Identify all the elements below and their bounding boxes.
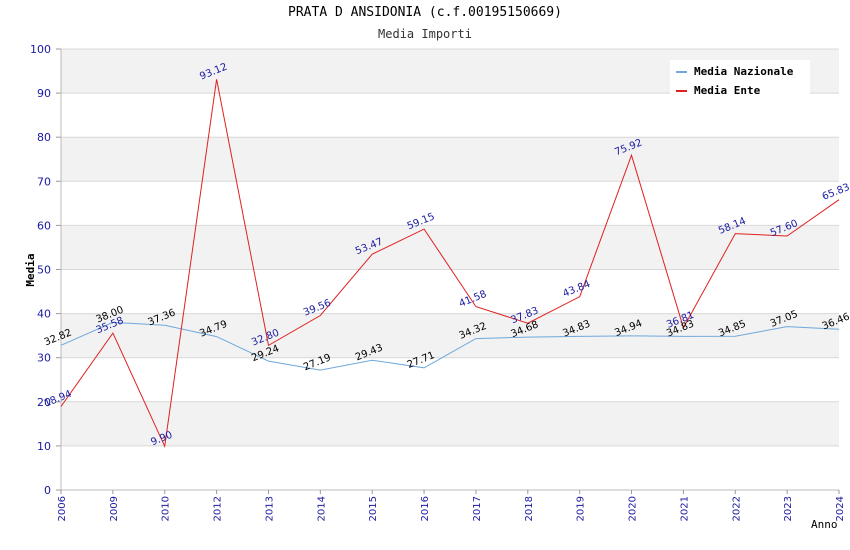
grid-lines xyxy=(56,48,839,491)
x-tick-label: 2017 xyxy=(472,496,483,521)
x-tick-label: 2016 xyxy=(420,496,431,521)
grid-band xyxy=(61,137,839,182)
x-axis-ticks: 2006 2009 2010 2012 2013 2014 2015 2016 2017 2018… xyxy=(57,490,846,521)
x-tick-label: 2022 xyxy=(731,496,742,521)
data-label-ente: 41.58 xyxy=(458,289,489,310)
x-tick-label: 2013 xyxy=(264,496,275,521)
legend-label-ente: Media Ente xyxy=(694,84,761,97)
y-tick-label: 20 xyxy=(37,396,51,409)
grid-bands xyxy=(61,49,839,446)
x-tick-label: 2021 xyxy=(679,496,690,521)
y-tick-label: 10 xyxy=(37,440,51,453)
y-tick-label: 60 xyxy=(37,219,51,232)
chart-subtitle: Media Importi xyxy=(378,27,472,41)
series-line-ente xyxy=(60,79,840,449)
y-tick-label: 80 xyxy=(37,131,51,144)
x-tick-label: 2024 xyxy=(835,496,846,521)
series-lines xyxy=(60,79,840,449)
x-tick-label: 2012 xyxy=(213,496,224,521)
y-tick-label: 100 xyxy=(30,43,51,56)
data-label-ente: 65.83 xyxy=(821,182,850,203)
grid-band xyxy=(61,313,839,358)
legend: Media Nazionale Media Ente xyxy=(670,60,810,98)
y-tick-label: 0 xyxy=(44,484,51,497)
series-line-nazionale xyxy=(60,321,840,371)
x-tick-label: 2015 xyxy=(368,496,379,521)
x-tick-label: 2020 xyxy=(628,496,639,521)
x-axis-title: Anno xyxy=(811,518,838,531)
x-tick-label: 2009 xyxy=(109,496,120,521)
y-tick-label: 30 xyxy=(37,352,51,365)
x-tick-label: 2014 xyxy=(316,496,327,521)
legend-label-nazionale: Media Nazionale xyxy=(694,65,794,78)
y-tick-label: 50 xyxy=(37,264,51,277)
data-label-ente: 43.84 xyxy=(561,279,592,300)
legend-box xyxy=(670,60,810,98)
y-axis-ticks: 0 10 20 30 40 50 60 70 80 90 100 xyxy=(30,43,51,497)
x-tick-label: 2010 xyxy=(161,496,172,521)
y-axis-title: Media xyxy=(24,253,37,286)
y-tick-label: 90 xyxy=(37,87,51,100)
x-tick-label: 2018 xyxy=(524,496,535,521)
chart-title: PRATA D ANSIDONIA (c.f.00195150669) xyxy=(288,5,562,20)
x-tick-label: 2023 xyxy=(783,496,794,521)
x-tick-label: 2006 xyxy=(57,496,68,521)
y-tick-label: 70 xyxy=(37,175,51,188)
y-tick-label: 40 xyxy=(37,308,51,321)
x-tick-label: 2019 xyxy=(576,496,587,521)
grid-band xyxy=(61,401,839,446)
